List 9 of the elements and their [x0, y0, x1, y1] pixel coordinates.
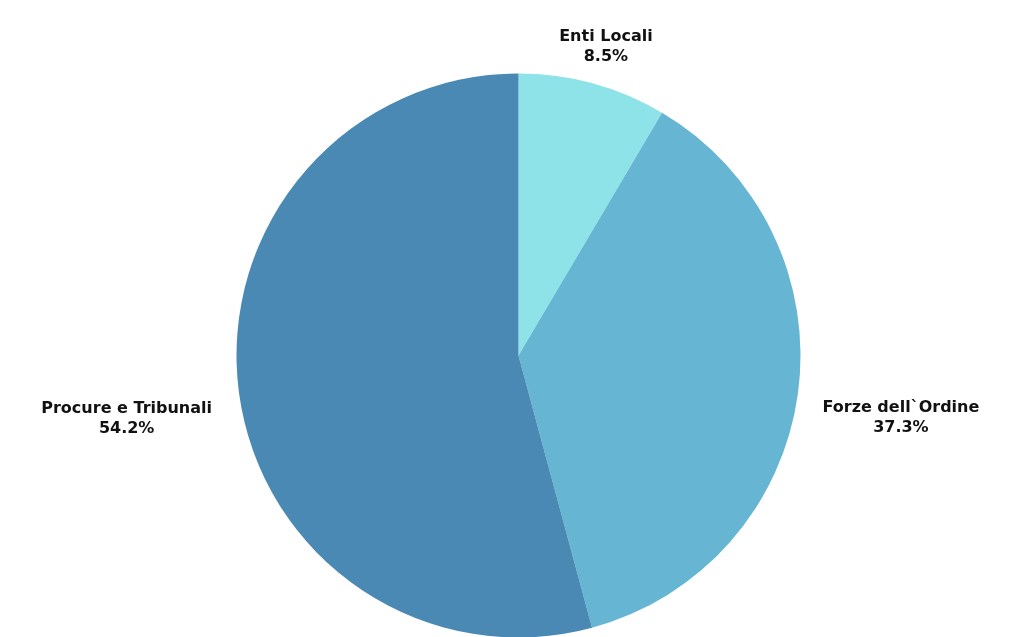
- data-label: 37.3%: [873, 417, 929, 437]
- slice-label: Enti Locali: [559, 25, 653, 45]
- data-label: 54.2%: [98, 417, 155, 437]
- pie-slice: [518, 112, 801, 628]
- pie-slice: [518, 73, 663, 356]
- slice-label: Procure e Tribunali: [41, 397, 212, 417]
- data-label: 8.5%: [583, 45, 629, 65]
- slice-label: Forze dell`Ordine: [822, 397, 980, 417]
- pie-slice: [236, 73, 593, 637]
